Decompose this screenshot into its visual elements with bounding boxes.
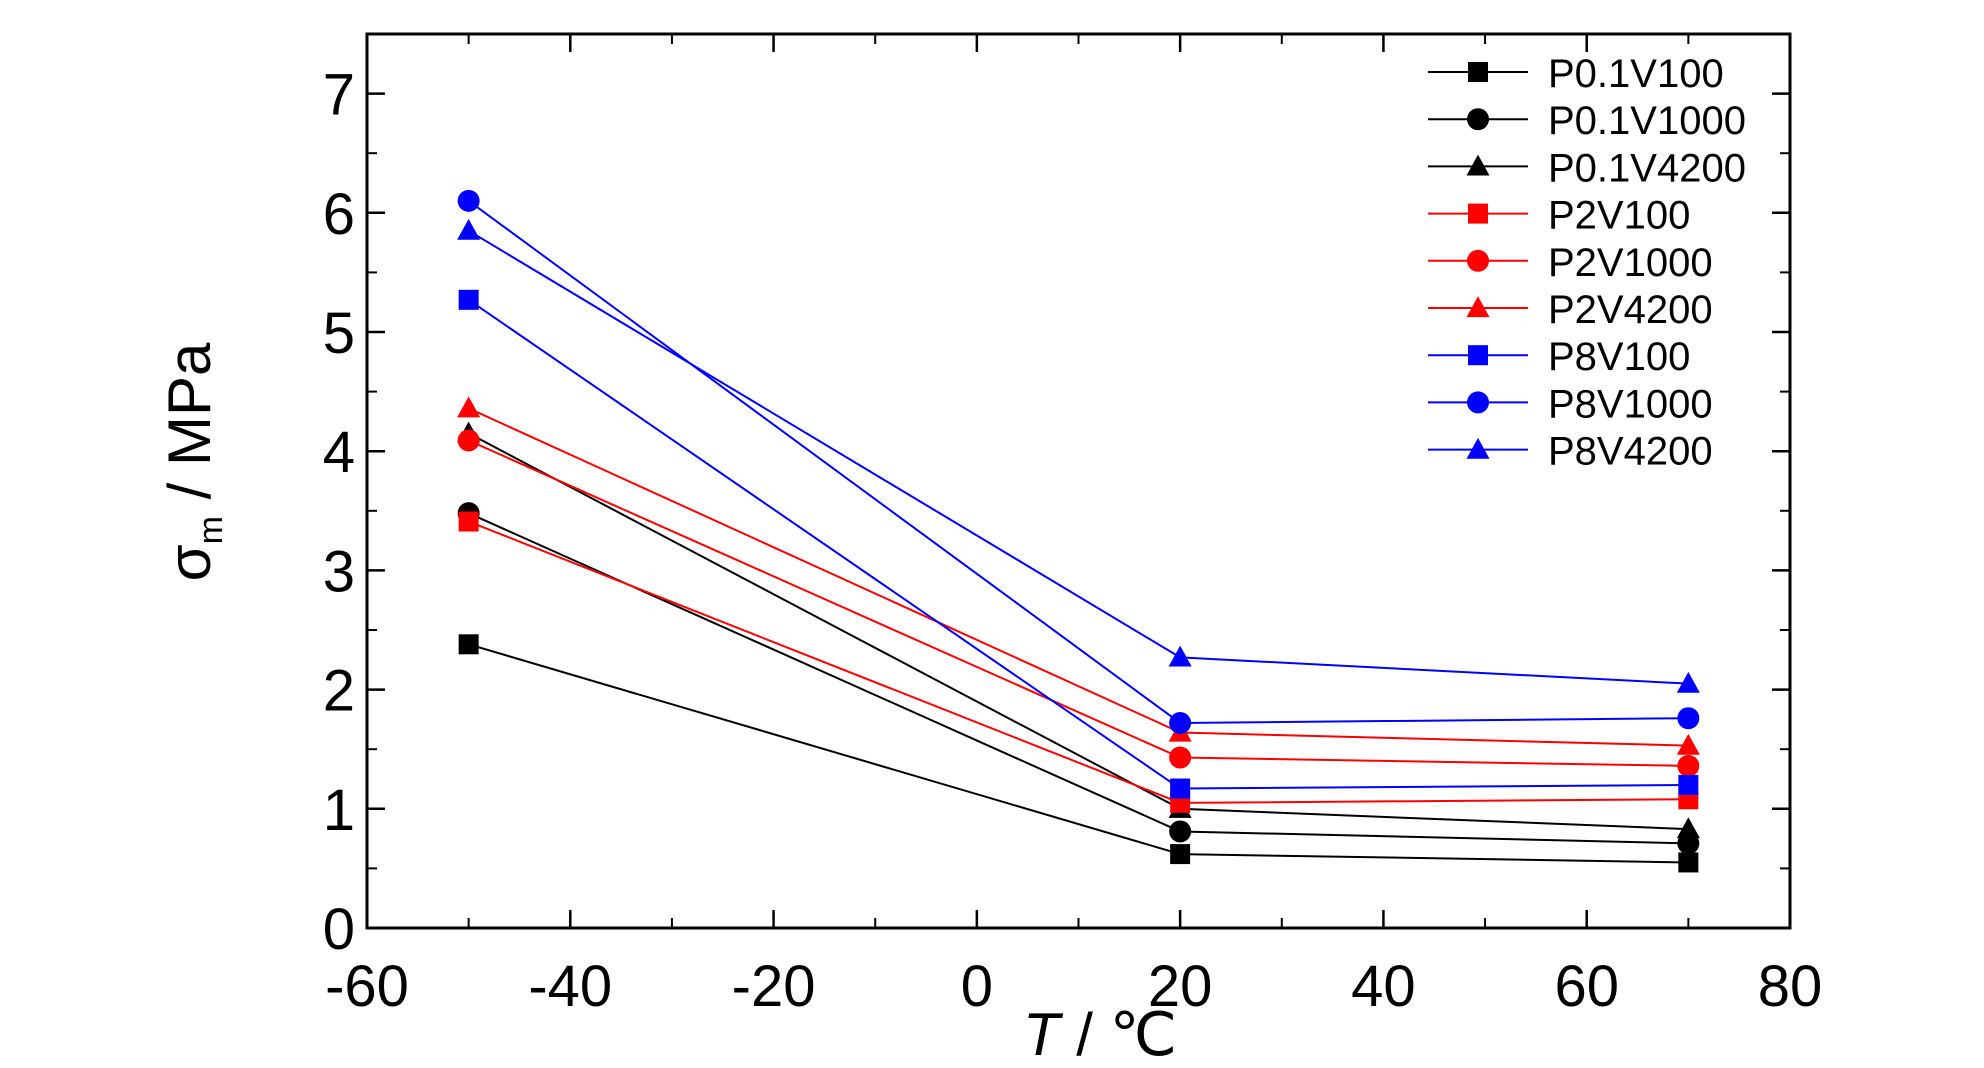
legend-marker — [1467, 108, 1489, 131]
y-tick-label: 2 — [323, 659, 355, 724]
data-point — [1169, 711, 1192, 734]
data-point — [1676, 671, 1700, 693]
series-P8V1000 — [457, 189, 1700, 734]
data-point — [1678, 852, 1699, 873]
legend-label: P8V100 — [1548, 335, 1690, 379]
y-tick-label: 5 — [323, 301, 355, 366]
legend-label: P0.1V4200 — [1548, 146, 1746, 190]
y-tick-label: 1 — [323, 778, 355, 843]
x-tick-label: -40 — [528, 954, 612, 1019]
legend-marker — [1467, 249, 1489, 272]
x-axis-title-variable: T — [1023, 1001, 1064, 1063]
data-point — [1170, 778, 1191, 799]
x-tick-label: 0 — [961, 954, 993, 1019]
plot-area — [365, 32, 1792, 930]
legend-label: P0.1V1000 — [1548, 99, 1746, 143]
data-point — [1676, 733, 1700, 755]
series-P2V1000 — [457, 429, 1700, 777]
x-axis-title-unit: / ℃ — [1060, 1001, 1177, 1063]
legend-label: P2V4200 — [1548, 288, 1713, 332]
legend: P0.1V100P0.1V1000P0.1V4200P2V100P2V1000P… — [1428, 52, 1746, 474]
y-tick-label: 6 — [323, 182, 355, 247]
data-point — [1169, 820, 1192, 843]
legend-item: P2V1000 — [1428, 241, 1713, 285]
y-tick-label: 4 — [323, 420, 355, 485]
data-point — [457, 218, 481, 240]
y-axis-title-subscript: m — [192, 516, 230, 544]
axis-ticks — [365, 33, 1792, 930]
legend-item: P2V100 — [1428, 194, 1690, 238]
data-point — [1677, 707, 1700, 730]
series-P0.1V100 — [458, 634, 1699, 873]
legend-marker — [1466, 296, 1490, 318]
legend-item: P2V4200 — [1428, 288, 1713, 332]
legend-label: P2V100 — [1548, 194, 1690, 238]
legend-marker — [1468, 62, 1488, 82]
legend-item: P0.1V1000 — [1428, 99, 1746, 143]
legend-item: P8V100 — [1428, 335, 1690, 379]
legend-item: P8V4200 — [1428, 430, 1713, 474]
data-point — [458, 289, 479, 310]
x-tick-label: 60 — [1554, 954, 1619, 1019]
data-point — [458, 634, 479, 655]
y-tick-label: 3 — [323, 539, 355, 604]
tick-labels: -60 -40 -20 0 20 40 60 80 0 1 2 3 4 5 6 7 — [323, 63, 1823, 1019]
data-point — [457, 429, 480, 452]
legend-marker — [1468, 203, 1488, 224]
x-axis-title: T / ℃ — [1023, 1001, 1177, 1063]
x-tick-label: 80 — [1758, 954, 1823, 1019]
data-point — [1168, 645, 1192, 667]
legend-label: P8V1000 — [1548, 382, 1713, 426]
x-tick-label: -60 — [325, 954, 409, 1019]
legend-item: P0.1V100 — [1428, 52, 1724, 96]
x-tick-label: 40 — [1351, 954, 1416, 1019]
legend-marker — [1466, 437, 1490, 459]
legend-item: P0.1V4200 — [1428, 146, 1746, 190]
legend-marker — [1466, 154, 1490, 176]
data-point — [1169, 746, 1192, 769]
data-point — [1678, 774, 1699, 795]
legend-marker — [1468, 345, 1488, 366]
data-point — [1676, 817, 1700, 839]
y-axis-title-symbol: σ — [156, 544, 223, 581]
legend-label: P0.1V100 — [1548, 52, 1724, 96]
data-point — [1677, 754, 1700, 777]
x-tick-label: -20 — [732, 954, 816, 1019]
legend-label: P2V1000 — [1548, 241, 1713, 285]
y-axis-title-unit: / MPa — [156, 342, 223, 516]
y-tick-label: 7 — [323, 63, 355, 128]
data-point — [457, 396, 481, 418]
series-P8V100 — [458, 289, 1699, 799]
legend-label: P8V4200 — [1548, 430, 1713, 474]
data-point — [1170, 844, 1191, 865]
y-axis-title: σm / MPa — [156, 342, 230, 581]
y-tick-label: 0 — [323, 897, 355, 962]
x-tick-label: 20 — [1148, 954, 1213, 1019]
data-point — [458, 511, 479, 532]
data-point — [457, 189, 480, 212]
series-P8V4200 — [457, 218, 1700, 693]
series-P2V100 — [458, 511, 1699, 813]
legend-item: P8V1000 — [1428, 382, 1713, 426]
legend-marker — [1467, 391, 1489, 414]
